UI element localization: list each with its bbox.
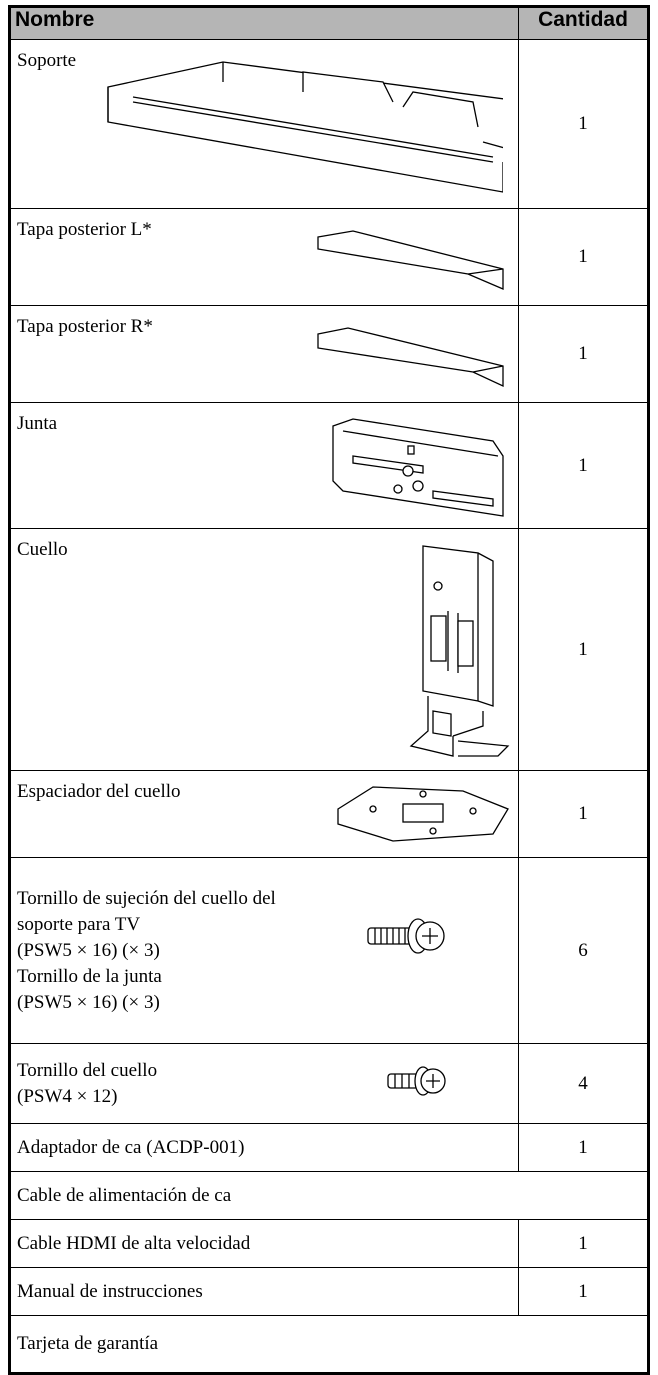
table-row: Tarjeta de garantía xyxy=(9,1315,649,1374)
name-text: Cuello xyxy=(17,539,68,560)
table-row: Tornillo del cuello (PSW4 × 12) 4 xyxy=(9,1043,649,1124)
name-text: Cable de alimentación de ca xyxy=(17,1184,232,1206)
name-cell: Tornillo de sujeción del cuello del sopor… xyxy=(9,857,519,1044)
name-cell: Cuello xyxy=(9,528,519,771)
name-text: (PSW4 × 12) xyxy=(17,1085,118,1107)
part-illustration xyxy=(337,786,509,842)
name-text: Tarjeta de garantía xyxy=(17,1333,159,1354)
name-cell: Junta xyxy=(9,402,519,529)
table-row: Espaciador del cuello 1 xyxy=(9,770,649,858)
column-header: Nombre xyxy=(9,6,519,40)
part-illustration xyxy=(107,61,503,193)
quantity-cell: 1 xyxy=(518,305,649,403)
name-text: Tornillo de sujeción del cuello del xyxy=(17,887,276,909)
table-row: Cable de alimentación de ca xyxy=(9,1171,649,1220)
name-text: Junta xyxy=(17,413,58,434)
name-cell: Manual de instrucciones xyxy=(9,1267,519,1316)
table-row: Manual de instrucciones 1 xyxy=(9,1267,649,1316)
name-text: Tornillo de la junta xyxy=(17,965,162,987)
quantity-cell: 4 xyxy=(518,1043,649,1124)
table-row: Adaptador de ca (ACDP-001) 1 xyxy=(9,1123,649,1172)
quantity-cell: 1 xyxy=(518,402,649,529)
name-text: Cable HDMI de alta velocidad xyxy=(17,1232,251,1254)
quantity-cell: 1 xyxy=(518,39,649,209)
quantity-cell: 1 xyxy=(518,770,649,858)
table-row: Tornillo de sujeción del cuello del sopor… xyxy=(9,857,649,1044)
quantity-cell: 1 xyxy=(518,1123,649,1172)
parts-table: Nombre Cantidad Soporte 1 Tapa posterior L… xyxy=(8,5,650,1375)
name-text: Manual de instrucciones xyxy=(17,1280,203,1302)
table-row: Tapa posterior R* 1 xyxy=(9,305,649,403)
name-text: Tapa posterior R* xyxy=(17,316,153,337)
name-text: Soporte xyxy=(17,50,77,71)
name-cell: Espaciador del cuello xyxy=(9,770,519,858)
quantity-cell: 6 xyxy=(518,857,649,1044)
table-row: Tapa posterior L* 1 xyxy=(9,208,649,306)
name-cell: Soporte xyxy=(9,39,519,209)
table-row: Soporte 1 xyxy=(9,39,649,209)
name-text: Tornillo del cuello xyxy=(17,1059,158,1081)
name-cell: Tapa posterior L* xyxy=(9,208,519,306)
quantity-cell: 1 xyxy=(518,528,649,771)
column-header: Cantidad xyxy=(518,6,649,40)
part-illustration xyxy=(409,545,510,757)
name-text: soporte para TV xyxy=(17,913,141,935)
part-illustration xyxy=(317,230,504,290)
name-text: (PSW5 × 16) (× 3) xyxy=(17,939,160,961)
part-illustration xyxy=(387,1066,446,1096)
table-row: Junta 1 xyxy=(9,402,649,529)
name-cell: Tapa posterior R* xyxy=(9,305,519,403)
name-text: Adaptador de ca (ACDP-001) xyxy=(17,1136,245,1158)
name-cell: Adaptador de ca (ACDP-001) xyxy=(9,1123,519,1172)
table-row: Cuello 1 xyxy=(9,528,649,771)
name-text: Tapa posterior L* xyxy=(17,219,152,240)
part-illustration xyxy=(317,327,504,388)
quantity-cell: 1 xyxy=(518,1267,649,1316)
name-cell: Cable HDMI de alta velocidad xyxy=(9,1219,519,1268)
quantity-cell: 1 xyxy=(518,208,649,306)
name-cell: Tarjeta de garantía xyxy=(9,1315,649,1374)
name-cell: Tornillo del cuello (PSW4 × 12) xyxy=(9,1043,519,1124)
quantity-cell: 1 xyxy=(518,1219,649,1268)
part-illustration xyxy=(332,418,504,517)
table-row: Cable HDMI de alta velocidad 1 xyxy=(9,1219,649,1268)
name-text: (PSW5 × 16) (× 3) xyxy=(17,991,160,1013)
name-cell: Cable de alimentación de ca xyxy=(9,1171,649,1220)
part-illustration xyxy=(367,918,445,954)
name-text: Espaciador del cuello xyxy=(17,781,181,802)
